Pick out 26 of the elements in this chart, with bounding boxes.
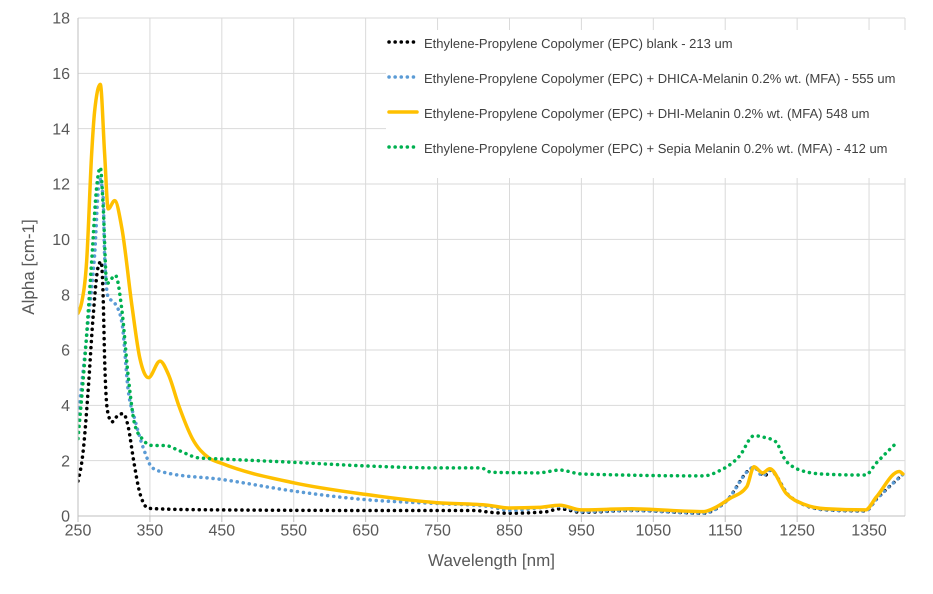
x-tick-label: 850 [496,522,523,540]
legend-label: Ethylene-Propylene Copolymer (EPC) blank - 213 um [424,35,733,53]
y-tick-label: 10 [52,232,70,250]
y-axis-title: Alpha [cm-1] [19,219,38,315]
y-tick-label: 18 [52,10,70,28]
x-tick-label: 1150 [708,522,743,540]
y-tick-label: 12 [52,176,70,194]
x-tick-label: 550 [280,522,308,540]
y-tick-label: 16 [52,66,70,84]
x-tick-label: 450 [208,522,236,540]
legend-label: Ethylene-Propylene Copolymer (EPC) + DHICA-Melanin 0.2% wt. (MFA) - 555 um [424,70,896,88]
y-tick-label: 2 [61,453,70,470]
x-axis-title: Wavelength [nm] [428,551,555,570]
x-tick-label: 750 [424,522,452,540]
x-tick-label: 1350 [851,522,887,540]
y-tick-label: 8 [61,287,70,304]
x-tick-label: 650 [352,522,380,540]
x-tick-label: 1250 [779,522,816,540]
x-tick-label: 350 [136,522,164,540]
legend-label: Ethylene-Propylene Copolymer (EPC) + Sepia Melanin 0.2% wt. (MFA) - 412 um [424,140,888,158]
y-tick-label: 4 [61,398,70,416]
legend-label: Ethylene-Propylene Copolymer (EPC) + DHI-Melanin 0.2% wt. (MFA) 548 um [424,105,870,123]
x-tick-label: 950 [568,522,595,540]
y-tick-label: 14 [52,121,70,138]
y-tick-label: 6 [61,342,70,360]
x-tick-label: 1050 [636,522,672,540]
